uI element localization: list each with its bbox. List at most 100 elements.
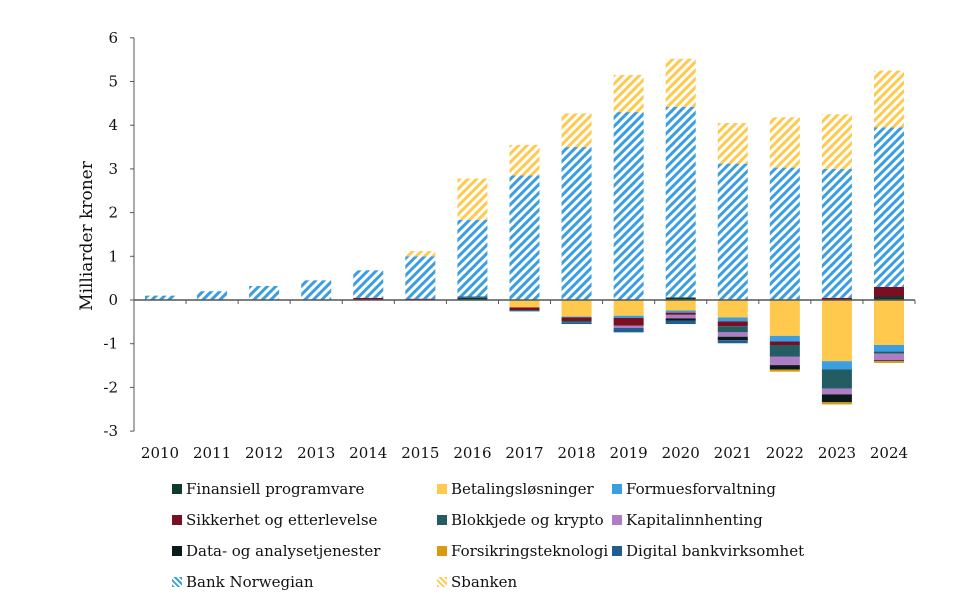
- bar-segment-sikkerhet-og-etterlevelse-2021: [717, 321, 748, 327]
- bar-segment-digital-bankvirksomhet-2019: [613, 327, 644, 333]
- bar-segment-finansiell-programvare-2020: [665, 297, 696, 300]
- legend-item: Bank Norwegian: [172, 573, 314, 591]
- legend-swatch: [172, 577, 182, 587]
- legend-item: Data- og analysetjenester: [172, 542, 380, 560]
- bar-segment-blokkjede-og-krypto-2018: [561, 320, 592, 323]
- bar-segment-bank-norwegian-2024: [873, 127, 904, 287]
- bar-segment-betalingsl-sninger-2023: [821, 300, 852, 362]
- bar-segment-data-og-analysetjenester-2021: [717, 336, 748, 341]
- bar-segment-forsikringsteknologi-2024: [873, 361, 904, 363]
- bar-segment-bank-norwegian-2017: [509, 175, 540, 300]
- legend-item: Finansiell programvare: [172, 480, 364, 498]
- legend-item: Forsikringsteknologi: [437, 542, 608, 560]
- x-tick-label: 2016: [453, 444, 491, 462]
- bar-segment-bank-norwegian-2021: [717, 163, 748, 300]
- bar-segment-blokkjede-og-krypto-2021: [717, 326, 748, 333]
- y-axis-label: Milliarder kroner: [77, 160, 97, 311]
- legend-label: Bank Norwegian: [186, 573, 314, 591]
- legend-label: Digital bankvirksomhet: [626, 542, 805, 560]
- bar-segment-data-og-analysetjenester-2022: [769, 365, 800, 370]
- legend-label: Finansiell programvare: [186, 480, 365, 498]
- bar-segment-digital-bankvirksomhet-2016: [457, 296, 488, 298]
- bar-segment-finansiell-programvare-2016: [457, 297, 488, 300]
- x-tick-label: 2017: [505, 444, 543, 462]
- bar-segment-sbanken-2022: [769, 117, 800, 168]
- bar-segment-bank-norwegian-2010: [145, 295, 175, 300]
- bar-segment-bank-norwegian-2011: [197, 291, 228, 300]
- bar-segment-sikkerhet-og-etterlevelse-2017: [509, 307, 540, 311]
- bar-segment-forsikringsteknologi-2023: [821, 402, 852, 405]
- legend-label: Blokkjede og krypto: [451, 511, 604, 529]
- y-tick-label: 6: [108, 29, 118, 47]
- bar-segment-betalingsl-sninger-2018: [561, 300, 592, 317]
- legend-swatch: [172, 546, 182, 556]
- x-tick-label: 2019: [610, 444, 648, 462]
- bar-segment-sbanken-2017: [509, 144, 540, 176]
- bar-segment-formuesforvaltning-2018: [561, 316, 592, 318]
- legend-item: Kapitalinnhenting: [612, 511, 763, 529]
- bar-segment-sbanken-2024: [873, 70, 904, 128]
- legend-label: Data- og analysetjenester: [186, 542, 381, 560]
- bar-segment-digital-bankvirksomhet-2017: [509, 310, 540, 312]
- bar-segment-sbanken-2021: [717, 123, 748, 164]
- bar-segment-formuesforvaltning-2020: [665, 310, 696, 313]
- bar-segment-sikkerhet-og-etterlevelse-2019: [613, 317, 644, 326]
- legend-swatch: [612, 515, 622, 525]
- bar-segment-blokkjede-og-krypto-2022: [769, 345, 800, 357]
- bar-segment-betalingsl-sninger-2019: [613, 300, 644, 316]
- legend-swatch: [437, 484, 447, 494]
- y-tick-label: -1: [103, 335, 118, 353]
- bar-segment-kapitalinnhenting-2020: [665, 314, 696, 319]
- legend-label: Betalingsløsninger: [451, 480, 594, 498]
- bar-segment-kapitalinnhenting-2019: [613, 325, 644, 328]
- bar-segment-sikkerhet-og-etterlevelse-2018: [561, 317, 592, 321]
- bar-segment-kapitalinnhenting-2023: [821, 388, 852, 395]
- bar-segment-sbanken-2015: [405, 251, 436, 257]
- bar-segment-kapitalinnhenting-2024: [873, 353, 904, 361]
- y-tick-label: -2: [103, 378, 118, 396]
- x-tick-label: 2020: [662, 444, 700, 462]
- bar-segment-bank-norwegian-2014: [353, 270, 384, 298]
- legend-swatch: [437, 515, 447, 525]
- bar-segment-sikkerhet-og-etterlevelse-2023: [821, 297, 852, 300]
- legend-label: Forsikringsteknologi: [451, 542, 609, 560]
- bar-segment-blokkjede-og-krypto-2024: [873, 351, 904, 354]
- x-tick-label: 2018: [557, 444, 595, 462]
- y-tick-label: -3: [103, 422, 118, 440]
- y-tick-label: 2: [108, 204, 118, 222]
- bar-segment-sikkerhet-og-etterlevelse-2020: [665, 312, 696, 315]
- bar-segment-betalingsl-sninger-2021: [717, 300, 748, 318]
- x-tick-label: 2012: [245, 444, 283, 462]
- bar-segment-betalingsl-sninger-2022: [769, 300, 800, 336]
- bar-segment-formuesforvaltning-2021: [717, 317, 748, 322]
- bar-segment-bank-norwegian-2020: [665, 106, 696, 298]
- y-tick-label: 0: [108, 291, 118, 309]
- bar-segment-data-og-analysetjenester-2020: [665, 318, 696, 321]
- bar-segment-forsikringsteknologi-2022: [769, 369, 800, 372]
- legend-item: Formuesforvaltning: [612, 480, 776, 498]
- bar-segment-bank-norwegian-2016: [457, 220, 488, 297]
- bar-segment-bank-norwegian-2019: [613, 112, 644, 300]
- bar-segment-digital-bankvirksomhet-2018: [561, 322, 592, 325]
- bar-segment-sikkerhet-og-etterlevelse-2024: [873, 286, 904, 297]
- bar-segment-digital-bankvirksomhet-2020: [665, 320, 696, 325]
- legend-item: Sbanken: [437, 573, 517, 591]
- x-tick-label: 2010: [141, 444, 179, 462]
- bar-segment-bank-norwegian-2023: [821, 168, 852, 298]
- y-tick-label: 3: [108, 160, 118, 178]
- bar-segment-bank-norwegian-2022: [769, 167, 800, 300]
- bar-segment-betalingsl-sninger-2017: [509, 300, 540, 308]
- legend-swatch: [437, 577, 447, 587]
- x-tick-label: 2022: [766, 444, 804, 462]
- x-tick-label: 2015: [401, 444, 439, 462]
- legend-swatch: [612, 546, 622, 556]
- bar-segment-betalingsl-sninger-2024: [873, 300, 904, 346]
- y-tick-label: 1: [108, 247, 118, 265]
- bar-segment-bank-norwegian-2012: [249, 286, 280, 300]
- bar-segment-data-og-analysetjenester-2024: [873, 360, 904, 362]
- legend-item: Betalingsløsninger: [437, 480, 594, 498]
- x-tick-label: 2014: [349, 444, 387, 462]
- bar-segment-betalingsl-sninger-2020: [665, 300, 696, 311]
- legend-swatch: [172, 515, 182, 525]
